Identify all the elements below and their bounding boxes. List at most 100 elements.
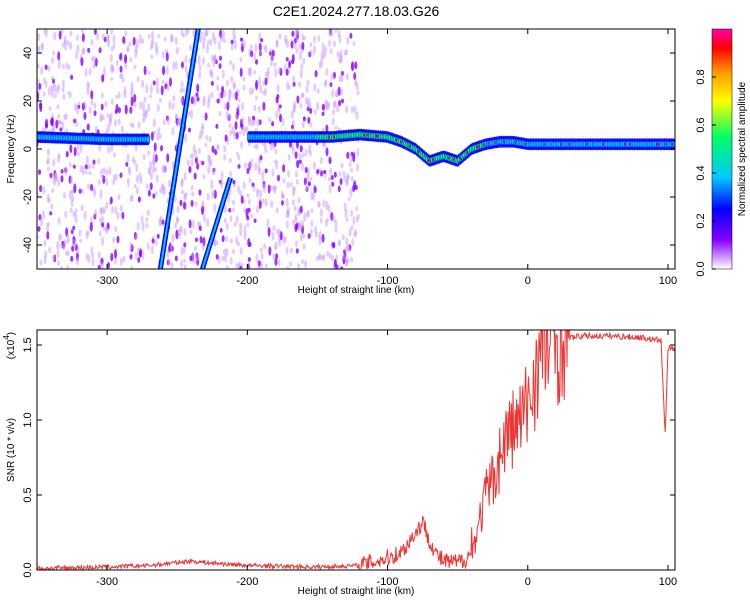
heatmap-noise-cell [340, 73, 344, 83]
heatmap-noise-cell [346, 172, 350, 181]
heatmap-noise-cell [301, 92, 305, 98]
heatmap-noise-cell [57, 260, 61, 266]
heatmap-noise-cell [240, 141, 244, 150]
heatmap-noise-cell [80, 204, 84, 212]
heatmap-noise-cell [213, 202, 217, 213]
heatmap-noise-cell [147, 33, 151, 40]
heatmap-noise-cell [46, 159, 50, 165]
heatmap-noise-cell [107, 123, 111, 132]
heatmap-noise-cell [87, 253, 91, 264]
heatmap-noise-cell [316, 88, 320, 94]
heatmap-noise-cell [209, 68, 213, 77]
heatmap-noise-cell [150, 245, 154, 255]
heatmap-noise-cell [247, 257, 251, 263]
heatmap-noise-cell [253, 144, 257, 149]
heatmap-noise-cell [98, 143, 102, 152]
heatmap-noise-cell [217, 41, 221, 51]
heatmap-noise-cell [261, 170, 265, 181]
heatmap-noise-cell [316, 101, 320, 111]
heatmap-noise-cell [61, 64, 65, 70]
heatmap-noise-cell [98, 47, 102, 54]
heatmap-noise-cell [291, 143, 295, 151]
heatmap-noise-cell [330, 175, 334, 181]
heatmap-noise-cell [38, 83, 42, 90]
heatmap-noise-cell [145, 183, 149, 189]
heatmap-noise-cell [197, 147, 201, 155]
heatmap-noise-cell [88, 68, 92, 76]
heatmap-noise-cell [253, 70, 257, 75]
heatmap-noise-cell [271, 121, 275, 127]
heatmap-noise-cell [216, 144, 220, 151]
heatmap-noise-cell [152, 158, 156, 167]
heatmap-noise-cell [294, 213, 298, 220]
heatmap-noise-cell [275, 253, 279, 260]
heatmap-noise-cell [268, 116, 272, 123]
heatmap-noise-cell [157, 127, 161, 135]
heatmap-noise-cell [90, 246, 94, 255]
heatmap-noise-cell [174, 36, 178, 46]
heatmap-noise-cell [151, 30, 155, 41]
heatmap-noise-cell [327, 204, 331, 213]
heatmap-noise-cell [170, 34, 174, 43]
heatmap-noise-cell [230, 44, 234, 51]
heatmap-noise-cell [52, 158, 56, 167]
snr-y-axis-label: SNR (10 * v/v) [6, 418, 17, 482]
heatmap-noise-cell [301, 152, 305, 158]
heatmap-noise-cell [346, 151, 350, 159]
heatmap-noise-cell [228, 122, 232, 129]
heatmap-noise-cell [273, 61, 277, 68]
heatmap-noise-cell [301, 41, 305, 51]
heatmap-noise-cell [119, 65, 123, 73]
snr-x-tick-label: 0 [525, 576, 531, 588]
heatmap-noise-cell [336, 103, 340, 113]
heatmap-noise-cell [166, 116, 170, 126]
heatmap-noise-cell [234, 91, 238, 101]
heatmap-noise-cell [83, 111, 87, 120]
heatmap-noise-cell [182, 246, 186, 255]
heatmap-noise-cell [290, 110, 294, 120]
heatmap-noise-cell [347, 197, 351, 202]
heatmap-noise-cell [307, 181, 311, 187]
heatmap-noise-cell [257, 163, 261, 173]
heatmap-noise-cell [295, 37, 299, 43]
heatmap-noise-cell [345, 217, 349, 222]
heatmap-noise-cell [125, 161, 129, 167]
heatmap-noise-cell [291, 219, 295, 226]
heatmap-noise-cell [309, 176, 313, 182]
heatmap-noise-cell [195, 92, 199, 97]
heatmap-noise-cell [40, 43, 44, 52]
heatmap-noise-cell [183, 242, 187, 248]
spectrogram-x-ticks: -300 -200 -100 0 100 [96, 29, 677, 287]
heatmap-noise-cell [259, 247, 263, 253]
heatmap-noise-cell [80, 57, 84, 67]
heatmap-noise-cell [218, 110, 222, 117]
heatmap-noise-cell [93, 102, 97, 109]
heatmap-noise-cell [136, 222, 140, 231]
heatmap-noise-cell [130, 265, 134, 269]
heatmap-noise-cell [75, 34, 79, 42]
heatmap-noise-cell [350, 175, 354, 182]
heatmap-noise-cell [49, 211, 53, 216]
heatmap-noise-cell [315, 255, 319, 262]
heatmap-noise-cell [228, 157, 232, 163]
heatmap-noise-cell [325, 147, 329, 157]
heatmap-noise-cell [127, 166, 131, 174]
heatmap-noise-cell [186, 158, 190, 167]
heatmap-noise-cell [117, 91, 121, 99]
heatmap-noise-cell [112, 174, 116, 180]
heatmap-noise-cell [176, 205, 180, 214]
heatmap-noise-cell [42, 91, 46, 97]
heatmap-noise-cell [44, 29, 48, 38]
heatmap-noise-cell [72, 210, 76, 217]
heatmap-noise-cell [246, 222, 250, 228]
heatmap-noise-cell [239, 222, 243, 229]
heatmap-streak-core [159, 29, 200, 269]
snr-frame [36, 329, 676, 571]
heatmap-noise-cell [133, 183, 137, 189]
heatmap-noise-cell [168, 179, 172, 188]
heatmap-noise-cell [145, 217, 149, 222]
heatmap-noise-cell [150, 131, 154, 141]
heatmap-noise-cell [104, 100, 108, 108]
heatmap-noise-cell [203, 214, 207, 223]
heatmap-noise-cell [87, 83, 91, 88]
